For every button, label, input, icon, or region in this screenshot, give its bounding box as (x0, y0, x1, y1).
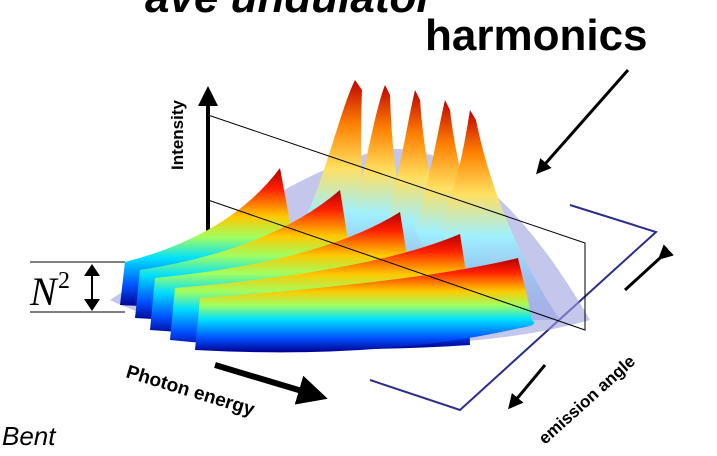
n-exponent: 2 (58, 268, 70, 294)
intensity-label: Intensity (168, 100, 187, 170)
emission-arrow-up (625, 258, 660, 290)
undulator-figure: ave undulator harmonics Intensity N 2 Ph… (0, 0, 717, 456)
emission-arrow-down (510, 365, 545, 407)
footer-text: Bent (2, 421, 57, 451)
title: ave undulator (145, 0, 436, 22)
harmonics-label: harmonics (425, 11, 648, 60)
emission-angle-label: emission angle (535, 352, 639, 448)
harmonics-arrow (538, 70, 628, 172)
n-symbol: N (29, 269, 59, 314)
